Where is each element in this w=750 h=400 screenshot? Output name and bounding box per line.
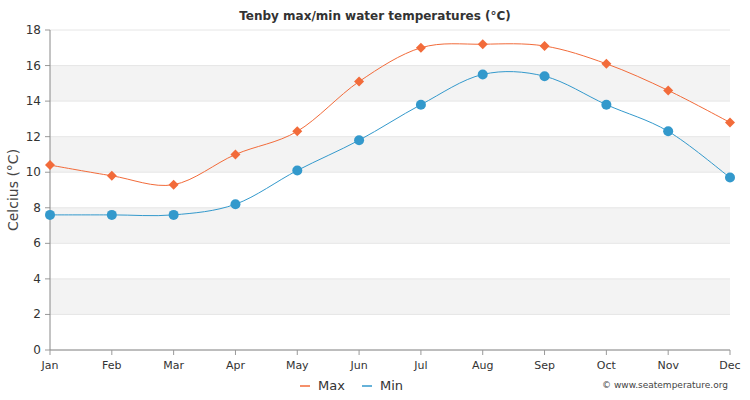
source-note: © www.seatemperature.org (602, 380, 728, 390)
marker (663, 85, 673, 95)
marker (478, 69, 488, 79)
x-tick-label: Apr (226, 359, 246, 372)
y-tick-label: 18 (26, 23, 41, 37)
marker (45, 210, 55, 220)
x-tick (482, 350, 483, 355)
y-tick (45, 65, 50, 66)
marker (292, 126, 302, 136)
x-tick-label: Oct (597, 359, 617, 372)
y-tick (45, 350, 50, 351)
y-tick (45, 30, 50, 31)
y-tick-label: 0 (33, 343, 41, 357)
marker (354, 77, 364, 87)
legend-label: Min (380, 378, 403, 393)
grid-line (50, 207, 730, 208)
marker (478, 39, 488, 49)
chart: 0 2 4 6 8 10 12 14 16 18 Jan Feb Mar Apr May Jun Jul Aug S… (0, 0, 750, 400)
marker (601, 59, 611, 69)
x-tick (544, 350, 545, 355)
y-tick-label: 2 (33, 307, 41, 321)
grid-line (50, 172, 730, 173)
marker (169, 210, 179, 220)
marker (169, 180, 179, 190)
x-tick-label: Mar (163, 359, 184, 372)
y-tick-label: 10 (26, 165, 41, 179)
series-line (50, 44, 730, 186)
marker (540, 71, 550, 81)
x-tick (297, 350, 298, 355)
marker (725, 117, 735, 127)
x-tick-label: Jul (413, 359, 427, 372)
x-tick (111, 350, 112, 355)
y-tick (45, 207, 50, 208)
x-axis (50, 350, 730, 351)
legend-swatch (300, 385, 310, 387)
x-tick (235, 350, 236, 355)
grid-line (50, 30, 730, 31)
grid-band (50, 66, 730, 102)
x-tick (668, 350, 669, 355)
y-tick (45, 314, 50, 315)
grid-band (50, 208, 730, 244)
y-tick-label: 8 (33, 201, 41, 215)
y-tick (45, 278, 50, 279)
x-tick (606, 350, 607, 355)
grid-band (50, 137, 730, 173)
y-tick (45, 101, 50, 102)
marker (230, 149, 240, 159)
y-tick-label: 6 (33, 236, 41, 250)
legend-label: Max (318, 378, 345, 393)
y-tick-label: 16 (26, 59, 41, 73)
y-axis-label: Celcius (°C) (5, 149, 21, 231)
marker (416, 43, 426, 53)
marker (230, 199, 240, 209)
marker (107, 171, 117, 181)
y-tick-label: 14 (26, 94, 41, 108)
x-tick-label: Jan (41, 359, 59, 372)
marker (292, 165, 302, 175)
x-tick-label: Feb (102, 359, 121, 372)
x-tick (359, 350, 360, 355)
grid-line (50, 101, 730, 102)
x-tick-label: May (286, 359, 309, 372)
series-line (50, 72, 730, 216)
grid-line (50, 314, 730, 315)
x-tick (420, 350, 421, 355)
y-tick (45, 136, 50, 137)
grid-line (50, 65, 730, 66)
grid-line (50, 243, 730, 244)
x-tick-label: Sep (534, 359, 555, 372)
x-tick-label: Dec (719, 359, 740, 372)
legend-swatch (362, 385, 372, 387)
grid-line (50, 136, 730, 137)
y-tick-label: 12 (26, 130, 41, 144)
y-tick (45, 243, 50, 244)
y-axis (50, 30, 51, 350)
marker (601, 100, 611, 110)
x-tick-label: Jun (349, 359, 367, 372)
y-tick-label: 4 (33, 272, 41, 286)
y-tick (45, 172, 50, 173)
grid-line (50, 350, 730, 351)
x-tick-label: Nov (657, 359, 679, 372)
grid-line (50, 278, 730, 279)
grid-band (50, 279, 730, 315)
x-tick (50, 350, 51, 355)
title: Tenby max/min water temperatures (°C) (239, 9, 511, 23)
marker (45, 160, 55, 170)
marker (354, 135, 364, 145)
x-tick (173, 350, 174, 355)
marker (540, 41, 550, 51)
x-tick (730, 350, 731, 355)
marker (107, 210, 117, 220)
marker (663, 126, 673, 136)
x-tick-label: Aug (472, 359, 493, 372)
marker (725, 173, 735, 183)
plot-area (45, 39, 735, 220)
marker (416, 100, 426, 110)
